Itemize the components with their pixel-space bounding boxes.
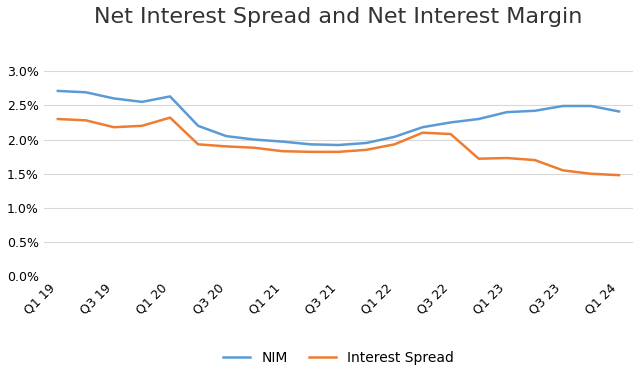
NIM [475, 117, 483, 121]
NIM [419, 125, 426, 129]
NIM [166, 94, 174, 99]
NIM [363, 141, 371, 145]
Interest Spread [475, 156, 483, 161]
Interest Spread [419, 131, 426, 135]
NIM [110, 96, 118, 101]
NIM [447, 120, 454, 125]
Interest Spread [222, 144, 230, 149]
NIM [138, 99, 146, 104]
Interest Spread [615, 173, 623, 177]
Interest Spread [138, 124, 146, 128]
NIM [615, 109, 623, 114]
Interest Spread [587, 172, 595, 176]
NIM [250, 137, 258, 142]
NIM [531, 108, 539, 113]
NIM [587, 104, 595, 108]
Title: Net Interest Spread and Net Interest Margin: Net Interest Spread and Net Interest Mar… [94, 7, 582, 27]
NIM [335, 143, 342, 147]
Interest Spread [335, 149, 342, 154]
Interest Spread [278, 149, 286, 154]
Interest Spread [559, 168, 567, 173]
Line: Interest Spread: Interest Spread [58, 118, 619, 175]
NIM [82, 90, 90, 94]
NIM [559, 104, 567, 108]
Interest Spread [54, 117, 61, 121]
Interest Spread [250, 146, 258, 150]
NIM [390, 134, 398, 139]
Interest Spread [363, 147, 371, 152]
NIM [307, 142, 314, 147]
Legend: NIM, Interest Spread: NIM, Interest Spread [217, 345, 460, 370]
Interest Spread [82, 118, 90, 122]
Line: NIM: NIM [58, 91, 619, 145]
Interest Spread [447, 132, 454, 136]
Interest Spread [195, 142, 202, 147]
NIM [54, 89, 61, 93]
Interest Spread [390, 142, 398, 147]
NIM [195, 124, 202, 128]
NIM [278, 139, 286, 144]
Interest Spread [307, 149, 314, 154]
Interest Spread [531, 158, 539, 162]
NIM [222, 134, 230, 138]
NIM [503, 110, 511, 114]
Interest Spread [166, 115, 174, 120]
Interest Spread [503, 156, 511, 161]
Interest Spread [110, 125, 118, 129]
